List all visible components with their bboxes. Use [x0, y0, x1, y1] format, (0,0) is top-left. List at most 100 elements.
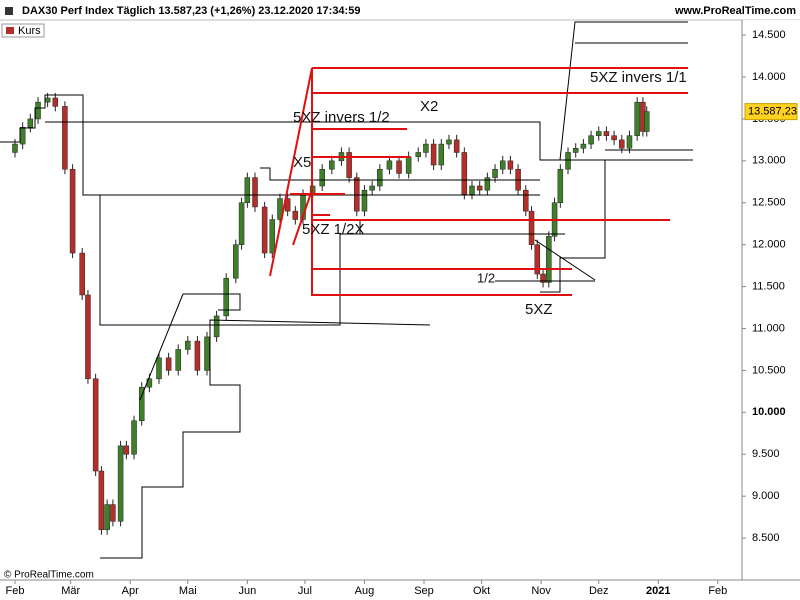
candle-body [233, 244, 239, 279]
y-tick-label: 11.500 [752, 280, 785, 292]
trailing-line [183, 293, 241, 311]
candle-body [386, 160, 393, 170]
y-tick-label: 13.000 [752, 155, 786, 167]
candle-body [292, 210, 299, 220]
y-tick-label: 12.500 [752, 197, 786, 209]
candle-body [377, 168, 383, 187]
x-tick-label: Mai [179, 585, 197, 597]
candle-body [469, 185, 475, 195]
annotation: 1/2 [477, 270, 495, 285]
red-trend [292, 189, 313, 246]
candle-body [156, 357, 162, 380]
candle-body [423, 143, 429, 153]
candle-body [438, 143, 445, 166]
candle-body [430, 143, 437, 166]
last-price-label: 13.587,23 [748, 106, 797, 118]
candle-body [131, 420, 137, 455]
x-tick-label: Feb [708, 585, 727, 597]
candle-body [213, 315, 220, 338]
candle-body [611, 135, 617, 141]
candle-body [117, 445, 124, 522]
candle-body [98, 470, 105, 530]
candle-body [204, 336, 210, 371]
candle-body [194, 340, 201, 371]
y-tick-label: 9.000 [752, 490, 780, 502]
candle-body [507, 160, 514, 170]
candle-body [92, 378, 99, 472]
y-tick-label: 12.000 [752, 239, 786, 251]
x-tick-label: Nov [531, 585, 551, 597]
x-tick-label: Mär [61, 585, 80, 597]
candle-body [165, 357, 172, 371]
candle-body [476, 185, 483, 191]
trend-line [139, 293, 184, 401]
chart-title: DAX30 Perf Index Täglich 13.587,23 (+1,2… [22, 5, 360, 17]
x-tick-label: 2021 [646, 585, 670, 597]
x-tick-label: Jul [298, 585, 312, 597]
candle-body [499, 160, 506, 170]
annotation: 5XZ invers 1/1 [590, 69, 687, 86]
red-trend [269, 67, 313, 277]
candle-body [85, 294, 91, 380]
last-price-box [744, 103, 798, 121]
candle-body [361, 189, 368, 212]
candle-body [69, 168, 76, 254]
y-tick-label: 14.000 [752, 71, 786, 83]
candle-body [346, 152, 352, 178]
candle-body [461, 152, 468, 195]
candle-body [138, 386, 145, 421]
candle-body [644, 111, 650, 132]
candle-body [603, 131, 610, 136]
candle-body [44, 97, 51, 103]
x-tick-label: Apr [122, 585, 139, 597]
candle-body [354, 177, 360, 212]
candle-body [252, 177, 258, 208]
candle-body [634, 101, 640, 136]
candle-body [557, 168, 564, 204]
y-tick-label: 14.500 [752, 29, 786, 41]
y-tick-label: 10.000 [752, 406, 786, 418]
candle-body [453, 139, 460, 153]
candle-body [572, 148, 579, 153]
candle-body [626, 135, 633, 149]
x-tick-label: Sep [414, 585, 434, 597]
candle-body [405, 156, 412, 174]
candle-body [588, 135, 594, 145]
site-label: www.ProRealTime.com [674, 5, 796, 17]
candle-body [223, 277, 229, 317]
candle-body [484, 177, 491, 191]
candle-body [19, 127, 26, 145]
x-tick-label: Feb [5, 585, 24, 597]
trailing-line [45, 121, 606, 293]
annotation: 5XZ 1/2X [302, 221, 365, 238]
candle-body [175, 349, 181, 371]
trailing-line [260, 167, 540, 181]
candle-body [269, 219, 276, 254]
candle-body [446, 139, 452, 145]
candle-body [185, 340, 191, 350]
candle-body [12, 143, 18, 153]
candle-body [369, 185, 375, 191]
legend-label: Kurs [18, 25, 41, 37]
title-icon [5, 7, 13, 15]
x-tick-label: Dez [589, 585, 609, 597]
annotation: X2 [420, 98, 438, 115]
candle-body [319, 168, 325, 187]
x-tick-label: Aug [355, 585, 375, 597]
candle-body [492, 168, 498, 178]
candle-body [277, 198, 283, 220]
drawing-overlay [0, 21, 693, 559]
candle-body [580, 143, 587, 149]
candle-body [415, 152, 421, 157]
candle-body [244, 177, 251, 204]
candle-body [79, 252, 85, 296]
trailing-line [559, 21, 688, 161]
legend-swatch [6, 27, 14, 34]
candle-body [619, 139, 625, 149]
annotation: 5XZ invers 1/2 [293, 109, 390, 126]
candle-body [110, 504, 116, 522]
candle-body [123, 445, 130, 455]
candle-body [534, 244, 541, 275]
